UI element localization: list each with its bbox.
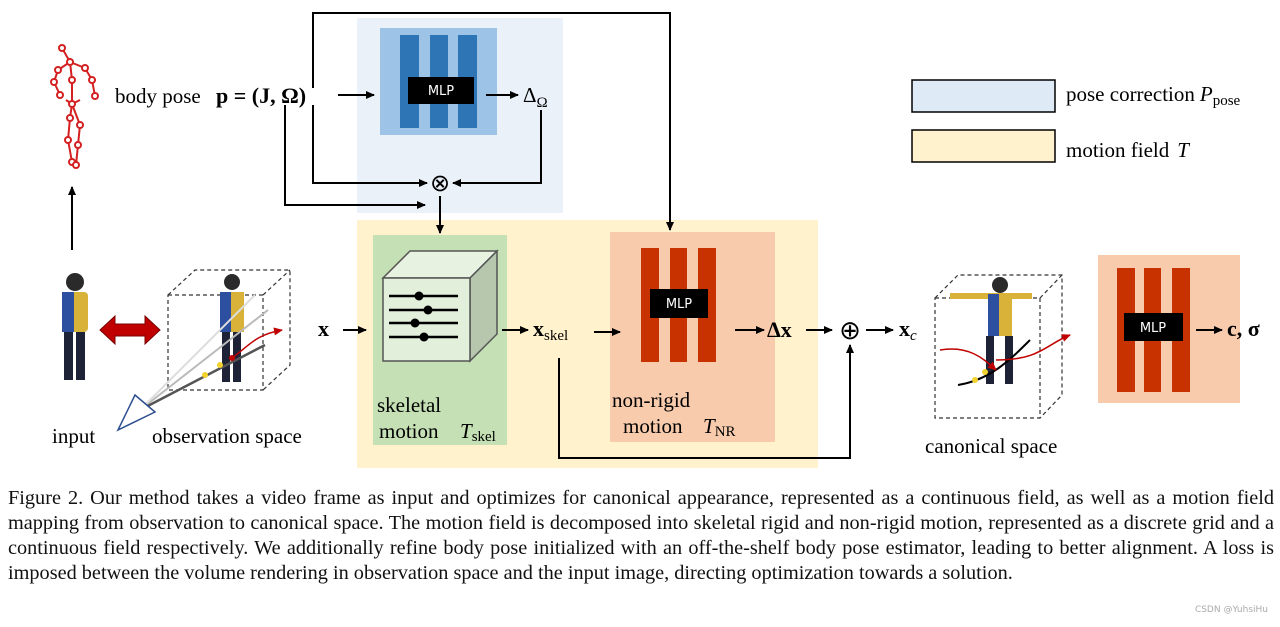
delta-omega: ΔΩ: [523, 83, 548, 111]
pose-mlp: MLP: [380, 28, 497, 135]
mlp-label: MLP: [428, 84, 454, 99]
nonrigid-motion-label: motion: [623, 414, 683, 438]
legend-swatch-pose-correction: [911, 79, 1056, 113]
otimes-operator: ⊗: [430, 169, 450, 197]
body-pose-formula: p = (J, Ω): [216, 83, 306, 108]
x-label: x: [318, 316, 329, 341]
observation-space-cube: [167, 269, 291, 391]
oplus-operator: ⊕: [839, 316, 861, 346]
legend-label-motion-field: motion field T: [1066, 138, 1190, 162]
canonical-space-cube: [934, 274, 1071, 419]
nonrigid-motion-box: [610, 232, 775, 442]
output-label: c, σ: [1227, 316, 1260, 341]
body-pose-skeleton: [50, 44, 99, 169]
method-diagram: MLP body pose p = (J, Ω) ΔΩ ⊗ input: [50, 12, 1260, 468]
t-skel-label: Tskel: [460, 419, 496, 445]
skeletal-label: skeletal: [377, 393, 441, 417]
observation-space-label: observation space: [152, 424, 302, 448]
legend: pose correction Ppose motion field T: [911, 79, 1241, 163]
skeletal-grid-cube: [381, 249, 499, 363]
nonrigid-mlp: MLP: [641, 248, 716, 362]
motion-label: motion: [379, 419, 439, 443]
figure-caption: Figure 2. Our method takes a video frame…: [8, 487, 1274, 584]
svg-text:MLP: MLP: [666, 297, 692, 312]
camera-rays: [116, 294, 283, 432]
body-pose-label: body pose: [115, 84, 201, 108]
x-c-label: xc: [899, 316, 917, 344]
correspondence-double-arrow-icon: [99, 314, 161, 346]
input-person-image: [62, 273, 88, 380]
x-skel-label: xskel: [533, 316, 568, 344]
watermark: CSDN @YuhsiHu: [1194, 605, 1268, 615]
input-label: input: [52, 424, 95, 448]
t-nr-label: TNR: [703, 414, 736, 440]
svg-text:MLP: MLP: [1140, 321, 1166, 336]
nonrigid-label: non-rigid: [612, 388, 691, 412]
camera-icon: [116, 393, 157, 432]
canonical-space-label: canonical space: [925, 434, 1057, 458]
legend-label-pose-correction: pose correction Ppose: [1066, 82, 1241, 109]
legend-swatch-motion-field: [911, 129, 1056, 163]
delta-x-label: Δx: [767, 317, 792, 342]
